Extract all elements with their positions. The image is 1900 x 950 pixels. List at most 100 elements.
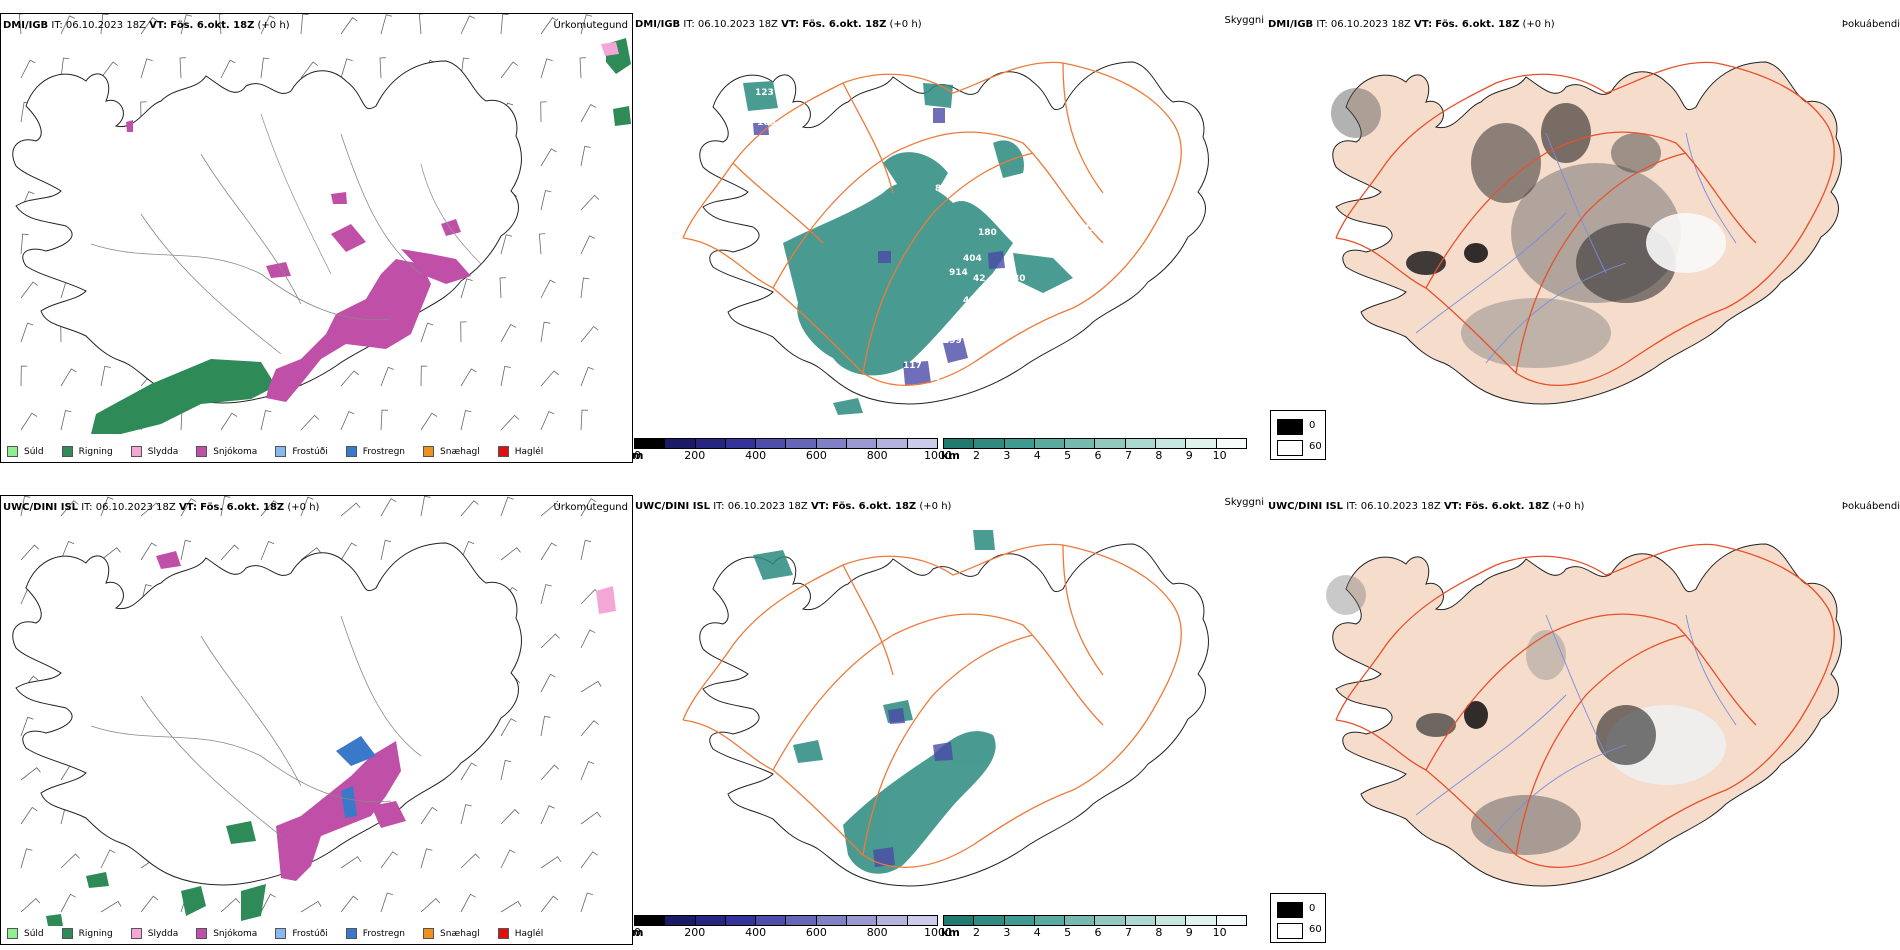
visibility-value-label: 337 xyxy=(951,868,970,878)
wind-barb xyxy=(460,278,473,299)
legend-label: Súld xyxy=(24,928,44,939)
visibility-value-label: 335 xyxy=(958,318,977,328)
visibility-colorbar-row2: 1 2 3 4 5 6 7 8 9 10 km xyxy=(941,915,1247,939)
visibility-colorbar-row1: 1 2 3 4 5 6 7 8 9 10 km xyxy=(941,438,1247,462)
wind-barb xyxy=(580,629,596,649)
rivers xyxy=(1415,132,1737,364)
wind-barb xyxy=(540,502,561,517)
wind-barb xyxy=(500,547,521,561)
wind-barb xyxy=(579,57,586,79)
wind-barb xyxy=(180,498,197,517)
colorbar-tick-8: 9 xyxy=(1185,449,1193,462)
valid-time-label: VT: xyxy=(149,20,168,31)
wind-barb xyxy=(540,411,555,431)
colorbar-cell-3 xyxy=(1034,439,1066,448)
visibility-value-label: 89 xyxy=(935,184,948,194)
wind-barb xyxy=(580,851,598,869)
fog-key-value-high: 60 xyxy=(1309,924,1322,935)
lead-time: (+0 h) xyxy=(1552,501,1585,512)
model-name: DMI/IGB xyxy=(3,20,49,31)
precip-type-panel-row2: UWC/DINI ISL IT: 06.10.2023 18Z VT: Fös.… xyxy=(0,495,633,945)
colorbar-tick-0: 0 xyxy=(634,449,641,462)
wind-barb xyxy=(218,14,226,35)
legend-swatch xyxy=(61,928,73,939)
legend-swatch xyxy=(130,928,142,939)
colorbar-cell-6 xyxy=(816,439,848,448)
wind-barb xyxy=(20,544,40,561)
colorbar-cell-5 xyxy=(786,439,817,448)
legend-item-6: Snæhagl xyxy=(423,446,480,457)
valid-time: Fös. 6.okt. 18Z xyxy=(802,19,887,30)
wind-barb xyxy=(340,502,361,517)
init-time: 06.10.2023 18Z xyxy=(1330,19,1411,30)
wind-barb xyxy=(580,277,590,299)
valid-time: Fös. 6.okt. 18Z xyxy=(200,502,285,513)
ceiling-visibility-panel-row1: 102 123 106 89 18 270 180 180 258 404 914 42 30 434 33… xyxy=(632,13,1266,463)
wind-barb xyxy=(500,234,513,255)
colorbar-cell-9 xyxy=(907,439,937,448)
wind-barb xyxy=(540,764,560,781)
init-time-label: IT: xyxy=(1316,19,1328,30)
colorbar-cell-8 xyxy=(1186,916,1217,925)
legend-label: Frostúði xyxy=(292,446,328,457)
colorbar-tick-4: 800 xyxy=(866,449,888,462)
legend-label: Slydda xyxy=(147,446,179,457)
ceiling-colorbar-ticks: 0 200 400 600 800 1000 xyxy=(634,926,952,939)
visibility-value-label: 180 xyxy=(991,211,1010,221)
ceiling-colorbar-row1: 0 200 400 600 800 1000 m xyxy=(632,438,952,462)
visibility-value-label: 914 xyxy=(949,268,968,278)
wind-barb xyxy=(260,500,279,517)
legend-item-1: Rigning xyxy=(61,446,113,457)
colorbar-cell-6 xyxy=(816,916,848,925)
wind-barb xyxy=(540,17,558,35)
legend-item-1: Rigning xyxy=(61,928,113,939)
run-header-row2-vis: UWC/DINI ISL IT: 06.10.2023 18Z VT: Fös.… xyxy=(635,501,951,512)
init-time-label: IT: xyxy=(51,20,63,31)
wind-barb xyxy=(60,410,72,431)
roads-fog xyxy=(1335,543,1835,868)
fog-index-key-row1: 0 60 xyxy=(1270,410,1326,460)
roads-and-rivers xyxy=(90,615,422,837)
wind-barb xyxy=(340,58,353,79)
legend-item-6: Snæhagl xyxy=(423,928,480,939)
legend-item-5: Frostregn xyxy=(345,928,405,939)
wind-barb xyxy=(500,14,509,35)
init-time-label: IT: xyxy=(683,19,695,30)
colorbar-cell-5 xyxy=(786,916,817,925)
wind-barb xyxy=(340,17,358,35)
init-time-label: IT: xyxy=(1346,501,1358,512)
init-time-label: IT: xyxy=(81,502,93,513)
colorbar-cell-8 xyxy=(877,439,908,448)
colorbar-cell-0 xyxy=(944,916,975,925)
legend-label: Súld xyxy=(24,446,44,457)
wind-barb xyxy=(540,856,562,869)
lead-time: (+0 h) xyxy=(919,501,952,512)
valid-time-label: VT: xyxy=(810,501,829,512)
wind-barb xyxy=(540,148,557,167)
wind-barb xyxy=(220,59,236,79)
wind-barb xyxy=(540,805,555,825)
field-name-precip-type: Úrkomutegund xyxy=(553,20,628,31)
wind-barb xyxy=(340,895,359,913)
model-name: UWC/DINI ISL xyxy=(3,502,79,513)
legend-label: Snjókoma xyxy=(213,446,258,457)
wind-barb xyxy=(460,368,477,387)
field-name-visibility: Skyggni xyxy=(1224,15,1264,26)
wind-barb xyxy=(340,411,355,431)
wind-barb xyxy=(100,900,122,913)
colorbar-cell-2 xyxy=(695,439,726,448)
colorbar-cell-2 xyxy=(695,916,726,925)
colorbar-cell-9 xyxy=(907,916,937,925)
visibility-colorbar-ticks: 1 2 3 4 5 6 7 8 9 10 xyxy=(943,449,1247,462)
init-time: 06.10.2023 18Z xyxy=(95,502,176,513)
fog-key-swatch-high xyxy=(1277,440,1303,456)
visibility-value-label: 404 xyxy=(963,254,982,264)
legend-label: Rigning xyxy=(78,928,113,939)
wind-barb xyxy=(380,14,393,35)
colorbar-cell-4 xyxy=(756,439,787,448)
wind-barb xyxy=(340,856,362,869)
road-network xyxy=(682,543,1182,868)
lead-time: (+0 h) xyxy=(257,20,290,31)
